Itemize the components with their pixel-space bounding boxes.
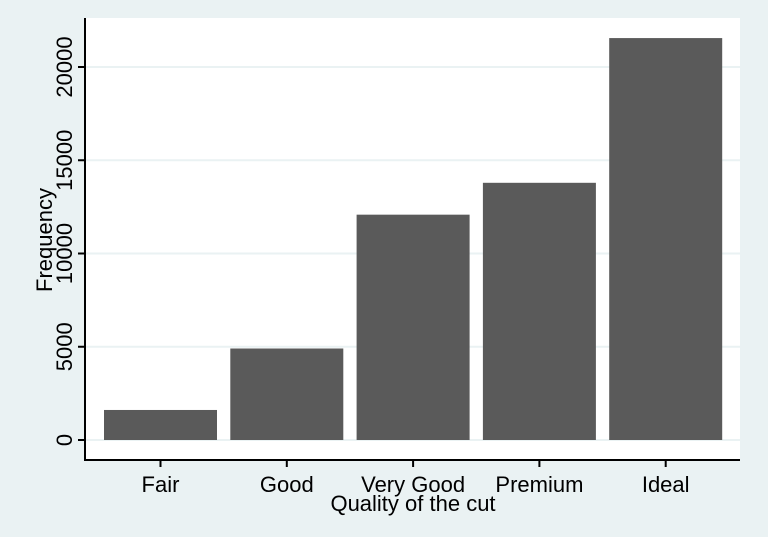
bar-fair <box>104 409 217 440</box>
x-tick-label: Fair <box>142 472 180 497</box>
y-tick-label: 15000 <box>52 130 77 191</box>
y-tick-label: 5000 <box>52 322 77 371</box>
y-axis-label: Frequency <box>32 188 57 292</box>
x-tick-label: Premium <box>495 472 583 497</box>
x-tick-label: Good <box>260 472 314 497</box>
x-axis-label: Quality of the cut <box>330 491 495 516</box>
bar-ideal <box>609 38 723 440</box>
bar-premium <box>482 182 596 440</box>
bar-very-good <box>356 214 470 440</box>
y-ticks: 0 5000 10000 15000 20000 <box>52 36 85 446</box>
y-tick-label: 10000 <box>52 223 77 284</box>
y-tick-label: 0 <box>52 434 77 446</box>
x-ticks: Fair Good Very Good Premium Ideal <box>142 460 690 497</box>
bars <box>104 38 723 440</box>
x-tick-label: Very Good <box>361 472 465 497</box>
y-tick-label: 20000 <box>52 36 77 97</box>
x-tick-label: Ideal <box>642 472 690 497</box>
bar-good <box>230 348 344 440</box>
